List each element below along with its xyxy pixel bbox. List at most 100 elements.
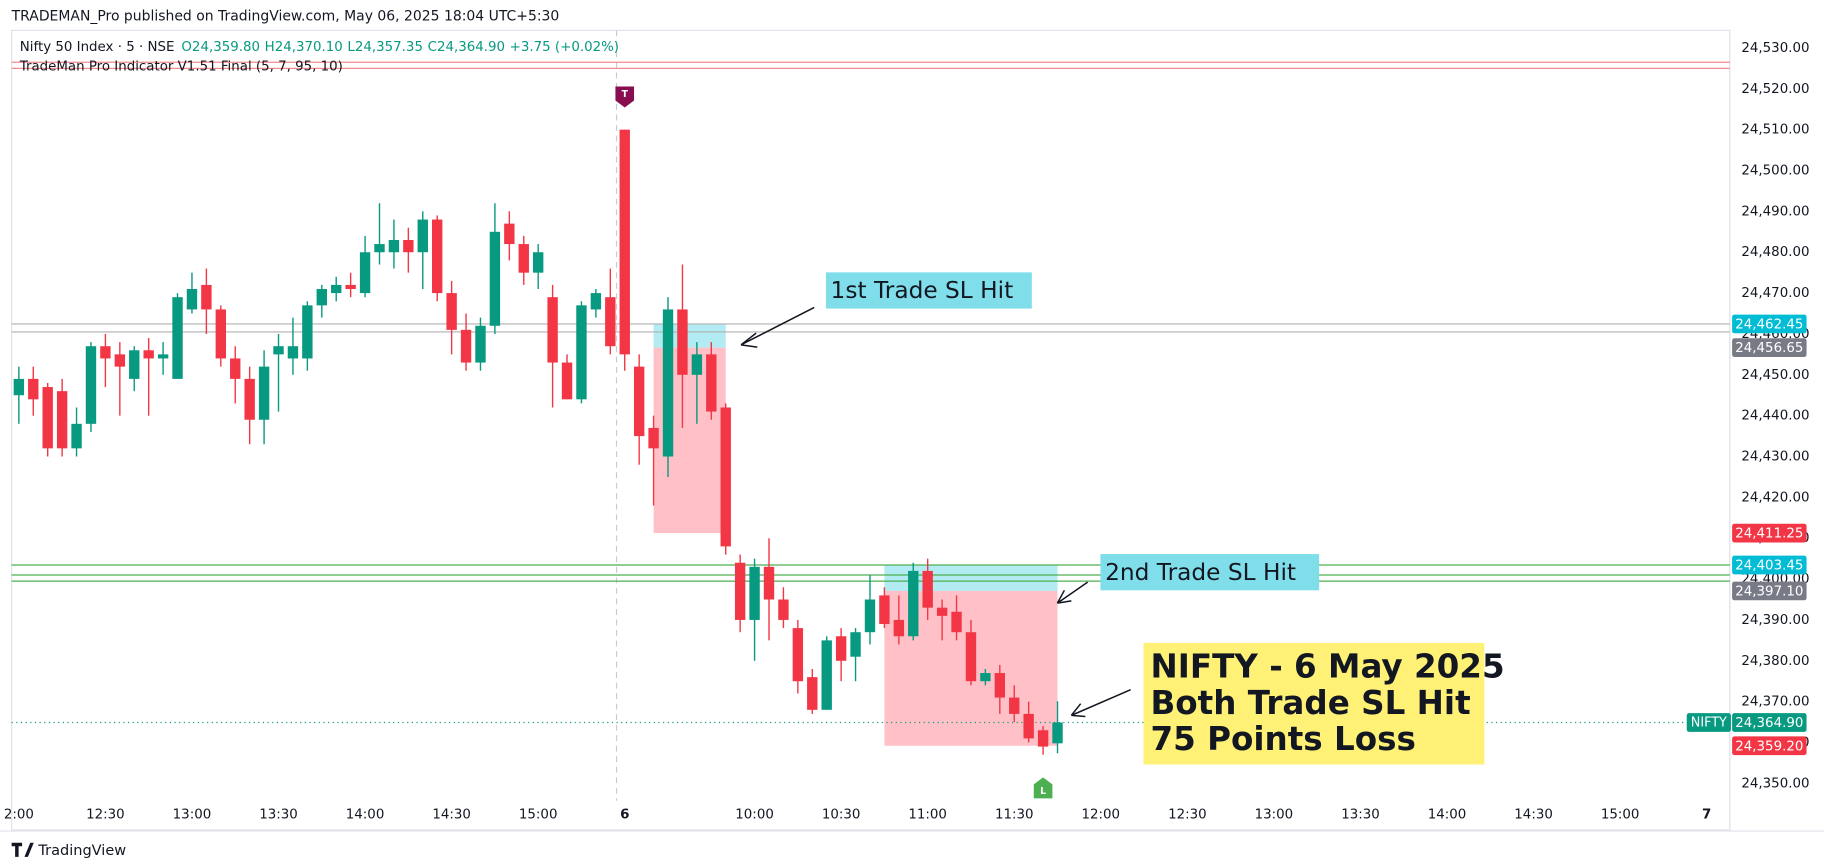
candle-body — [417, 219, 428, 253]
price-tag — [1732, 736, 1807, 756]
candle-body — [345, 284, 356, 290]
candle-body — [143, 350, 154, 359]
legend-change: +3.75 (+0.02%) — [510, 40, 619, 55]
candle-body — [648, 427, 659, 449]
price-tags: 24,462.45 24,456.65 24,411.25 24,403.45 24,3… — [1686, 314, 1807, 756]
candle-body — [85, 346, 97, 424]
price-tag — [1732, 713, 1807, 732]
x-tick-label: 13:00 — [173, 808, 212, 823]
price-tag — [1732, 314, 1807, 334]
candle-body — [576, 305, 587, 400]
annotation-text: NIFTY - 6 May 2025 — [1150, 648, 1504, 686]
x-tick-label: 14:00 — [1428, 808, 1467, 823]
candle-body — [359, 252, 371, 294]
price-tag-label: 24,462.45 — [1735, 318, 1803, 333]
candle-body — [475, 325, 486, 363]
candle-body — [864, 599, 876, 633]
legend-low: L24,357.35 — [347, 40, 423, 55]
candles — [13, 129, 1063, 755]
candle-body — [201, 284, 212, 310]
x-tick-label: 10:00 — [735, 808, 774, 823]
x-tick-label: 14:30 — [432, 808, 471, 823]
x-tick-label: 2:00 — [4, 808, 34, 823]
y-tick-label: 24,510.00 — [1741, 123, 1809, 138]
y-tick-label: 24,450.00 — [1741, 368, 1809, 383]
annotation-text: 75 Points Loss — [1150, 720, 1415, 758]
candle-body — [1037, 730, 1049, 747]
candle-body — [633, 366, 645, 437]
legend-high: H24,370.10 — [265, 40, 343, 55]
candle-body — [100, 346, 111, 359]
candle-body — [374, 244, 385, 253]
candle-body — [763, 566, 775, 600]
candle-body — [258, 366, 270, 420]
candle-body — [835, 636, 847, 661]
y-tick-label: 24,490.00 — [1741, 204, 1809, 219]
candle-body — [316, 289, 327, 306]
arrows — [740, 306, 1131, 718]
price-tag — [1732, 581, 1807, 601]
candle-body — [706, 354, 717, 412]
annotation-text: Both Trade SL Hit — [1150, 684, 1470, 722]
candle-body — [619, 129, 630, 355]
candle-body — [605, 297, 616, 347]
candle-body — [388, 239, 400, 253]
candle-body — [215, 309, 227, 359]
y-tick-label: 24,470.00 — [1741, 286, 1809, 301]
candle-body — [850, 632, 861, 657]
candle-body — [807, 677, 818, 710]
signal-marker — [615, 86, 635, 108]
candle-body — [734, 562, 746, 620]
candle-body — [504, 223, 515, 245]
price-tag-label: 24,411.25 — [1735, 527, 1803, 542]
candle-body — [936, 607, 948, 616]
x-tick-label: 13:30 — [259, 808, 298, 823]
annotation-box — [1100, 554, 1320, 591]
x-tick-label: 15:00 — [1601, 808, 1640, 823]
candle-body — [879, 595, 890, 625]
candle-body — [403, 239, 414, 253]
candle-body — [172, 297, 183, 379]
candle-body — [561, 362, 573, 400]
x-tick-label: 14:30 — [1514, 808, 1553, 823]
x-tick-label: 7 — [1702, 808, 1711, 823]
candle-body — [1023, 713, 1034, 739]
arrow — [1056, 581, 1089, 604]
annotation-text: 2nd Trade SL Hit — [1105, 559, 1296, 586]
x-tick-label: 11:30 — [995, 808, 1034, 823]
candle-body — [13, 378, 25, 396]
y-tick-label: 24,430.00 — [1741, 449, 1809, 464]
candle-body — [965, 632, 977, 682]
legend-open: O24,359.80 — [181, 40, 260, 55]
legend-indicator: TradeMan Pro Indicator V1.51 Final (5, 7… — [19, 60, 343, 75]
y-tick-label: 24,500.00 — [1741, 164, 1809, 179]
candle-body — [749, 566, 760, 620]
x-tick-label: 13:30 — [1341, 808, 1380, 823]
candle-body — [720, 407, 731, 547]
x-tick-label: 12:00 — [1082, 808, 1121, 823]
price-tag-label: 24,456.65 — [1735, 341, 1803, 356]
y-tick-label: 24,520.00 — [1741, 82, 1809, 97]
footer-brand: TradingView — [37, 842, 126, 859]
candle-body — [893, 619, 905, 637]
candle-body — [547, 297, 558, 363]
y-tick-label: 24,420.00 — [1741, 490, 1809, 505]
candle-body — [230, 358, 241, 379]
price-tag-label: 24,397.10 — [1735, 584, 1803, 599]
published-line: TRADEMAN_Pro published on TradingView.co… — [11, 8, 560, 24]
y-tick-label: 24,530.00 — [1741, 41, 1809, 56]
x-tick-label: 12:30 — [1168, 808, 1207, 823]
x-tick-label: 12:30 — [86, 808, 125, 823]
candle-body — [590, 293, 602, 310]
candle-body — [1052, 722, 1063, 744]
y-tick-label: 24,440.00 — [1741, 409, 1809, 424]
signal-label: T — [622, 89, 629, 100]
legend-symbol: Nifty 50 Index · 5 · NSE — [20, 40, 175, 55]
candle-body — [446, 293, 457, 330]
candle-body — [518, 244, 529, 273]
candle-body — [821, 640, 832, 710]
signal-label: L — [1040, 786, 1046, 797]
x-tick-label: 14:00 — [346, 808, 385, 823]
symbol-tag-label: NIFTY — [1691, 716, 1727, 731]
x-tick-label: 10:30 — [822, 808, 861, 823]
